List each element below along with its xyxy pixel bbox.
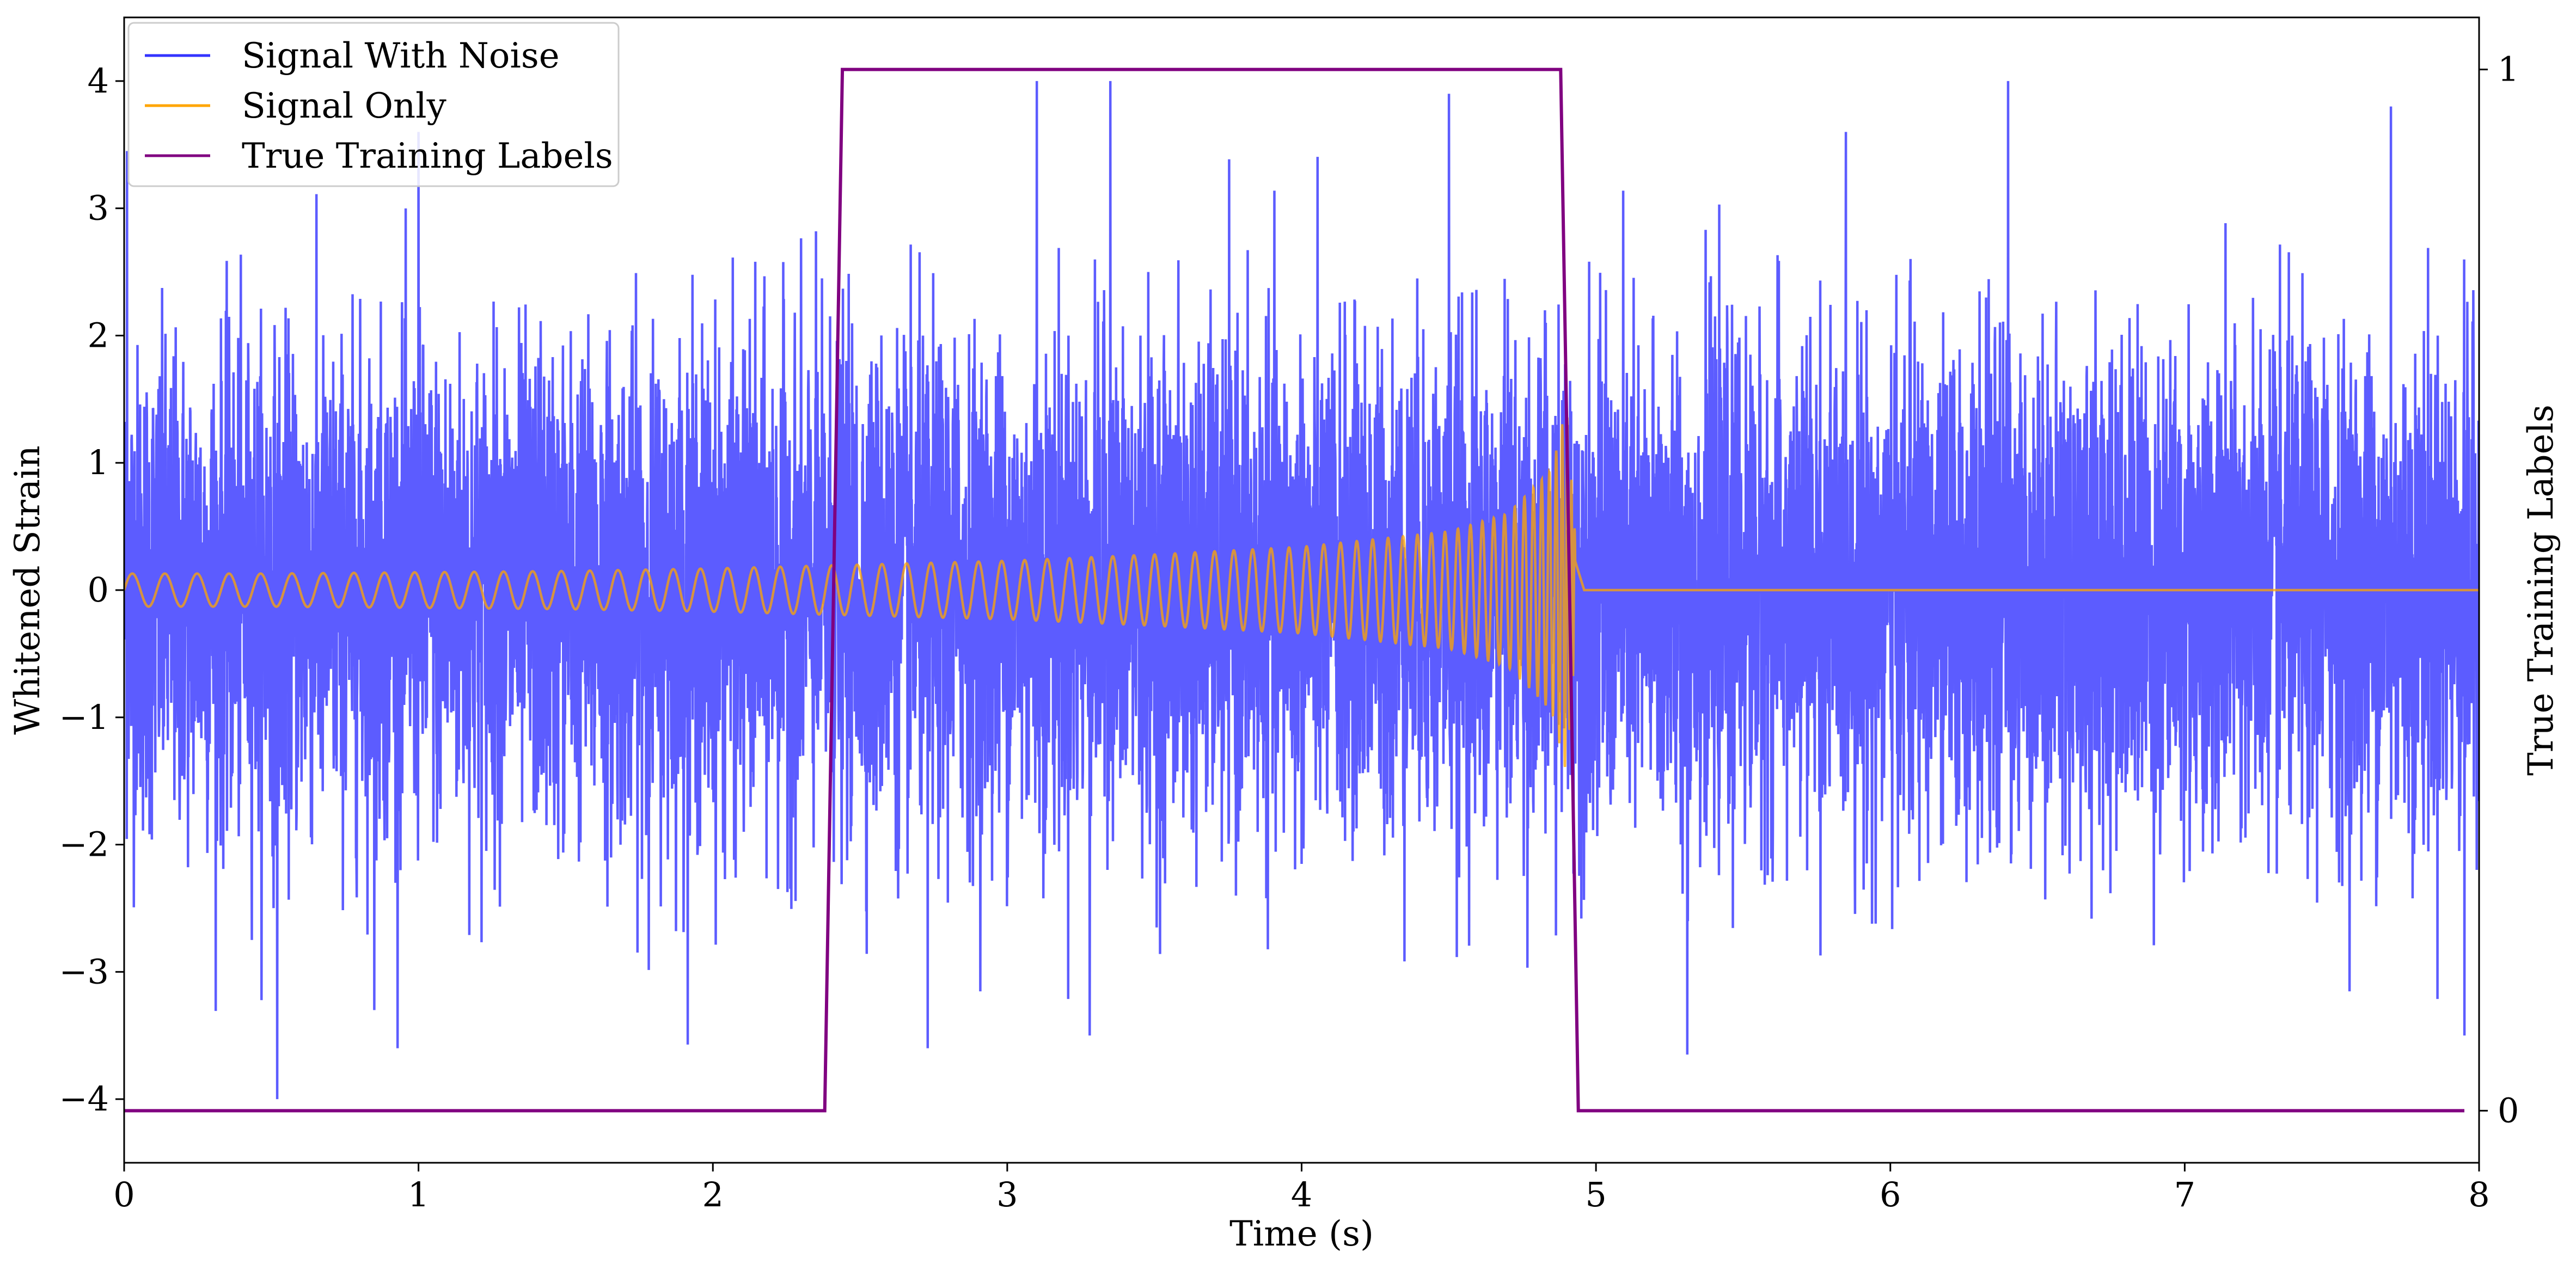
y-tick-label: −2: [59, 825, 109, 864]
y-axis-ticks: −4 −3 −2 −1 0 1 2 3 4: [59, 61, 124, 1119]
signal-with-noise-series: [124, 81, 2479, 1100]
legend-box: [127, 22, 620, 187]
legend: Signal With Noise Signal Only True Train…: [127, 22, 620, 187]
y-tick-label: 1: [88, 443, 109, 482]
true-training-labels-line: [124, 68, 2464, 1113]
x-tick-label: 6: [1880, 1175, 1901, 1214]
x-tick-label: 4: [1291, 1175, 1312, 1214]
legend-label-signal-with-noise: Signal With Noise: [242, 36, 560, 76]
y-tick-label: 0: [88, 570, 109, 610]
x-tick-label: 5: [1585, 1175, 1606, 1214]
signal-only-series: [124, 417, 2479, 768]
x-tick-label: 3: [996, 1175, 1018, 1214]
y-tick-label: −3: [59, 952, 109, 991]
right-axis-ticks: 01: [2479, 50, 2519, 1130]
x-tick-label: 0: [113, 1175, 134, 1214]
x-tick-label: 1: [408, 1175, 429, 1214]
y-tick-label: 2: [88, 315, 109, 355]
x-axis-ticks: 0 1 2 3 4 5 6 7 8: [113, 1163, 2490, 1214]
y-tick-label: 3: [88, 188, 109, 228]
right-tick-label: 0: [2498, 1090, 2519, 1130]
x-tick-label: 2: [702, 1175, 724, 1214]
right-axis-label: True Training Labels: [2521, 404, 2561, 776]
true-training-labels-series: [124, 68, 2464, 1113]
legend-label-true-training-labels: True Training Labels: [242, 136, 613, 176]
legend-label-signal-only: Signal Only: [242, 86, 446, 126]
y-tick-label: 4: [88, 61, 109, 101]
x-tick-label: 8: [2468, 1175, 2489, 1214]
y-tick-label: −1: [59, 697, 109, 737]
right-tick-label: 1: [2498, 50, 2519, 89]
x-axis-label: Time (s): [1229, 1214, 1374, 1254]
signal-with-noise-line: [124, 81, 2479, 1100]
y-axis-label: Whitened Strain: [8, 445, 48, 734]
signal-only-line: [124, 417, 2479, 768]
plot-area: [124, 68, 2479, 1113]
x-tick-label: 7: [2174, 1175, 2195, 1214]
y-tick-label: −4: [59, 1079, 109, 1119]
